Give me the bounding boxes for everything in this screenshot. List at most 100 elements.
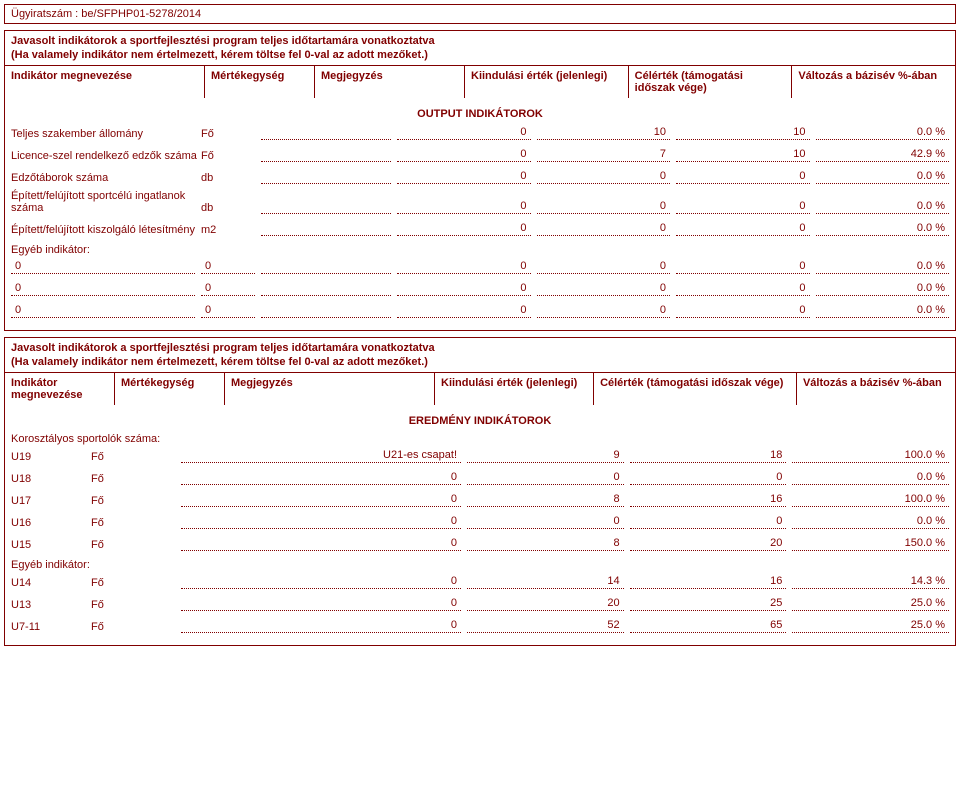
row-start[interactable]: 8 — [467, 491, 624, 507]
row-change[interactable]: 0.0 % — [816, 124, 950, 140]
row-start[interactable]: 0 — [397, 302, 531, 318]
section2-subtitle: (Ha valamely indikátor nem értelmezett, … — [5, 356, 955, 372]
row-label[interactable]: 0 — [11, 280, 195, 296]
col-name: Indikátor megnevezése — [5, 66, 205, 98]
row-note[interactable]: 0 — [181, 535, 461, 551]
row-change[interactable]: 25.0 % — [792, 617, 949, 633]
row-unit: Fő — [91, 495, 181, 507]
row-note[interactable]: 0 — [181, 617, 461, 633]
row-start[interactable]: 9 — [467, 447, 624, 463]
row-change[interactable]: 0.0 % — [816, 258, 950, 274]
row-start[interactable]: 20 — [467, 595, 624, 611]
row-note[interactable]: 0 — [181, 573, 461, 589]
row-start[interactable]: 0 — [397, 146, 531, 162]
row-label: U18 — [11, 473, 91, 485]
row-start[interactable]: 0 — [467, 469, 624, 485]
row-change[interactable]: 150.0 % — [792, 535, 949, 551]
row-target[interactable]: 18 — [630, 447, 787, 463]
row-start[interactable]: 0 — [397, 168, 531, 184]
row-note[interactable] — [261, 280, 391, 296]
row-t2[interactable]: 10 — [676, 124, 810, 140]
row-label: U17 — [11, 495, 91, 507]
row-target[interactable]: 0 — [537, 302, 671, 318]
row-note[interactable]: 0 — [181, 513, 461, 529]
row-change[interactable]: 0.0 % — [816, 220, 950, 236]
row-target[interactable]: 20 — [630, 535, 787, 551]
row-target[interactable]: 0 — [630, 469, 787, 485]
row-unit: m2 — [201, 224, 261, 236]
col-change: Változás a bázisév %-ában — [792, 66, 955, 98]
col-unit: Mértékegység — [205, 66, 315, 98]
row-t2[interactable]: 10 — [676, 146, 810, 162]
col-target: Célérték (támogatási időszak vége) — [629, 66, 793, 98]
row-target[interactable]: 0 — [630, 513, 787, 529]
row-note[interactable]: 0 — [181, 469, 461, 485]
row-target[interactable]: 10 — [537, 124, 671, 140]
row-start[interactable]: 0 — [397, 124, 531, 140]
section1-subtitle: (Ha valamely indikátor nem értelmezett, … — [5, 49, 955, 65]
row-change[interactable]: 100.0 % — [792, 447, 949, 463]
row-start[interactable]: 14 — [467, 573, 624, 589]
row-target[interactable]: 0 — [537, 280, 671, 296]
row-note[interactable] — [261, 220, 391, 236]
row-start[interactable]: 52 — [467, 617, 624, 633]
row-note[interactable] — [261, 168, 391, 184]
row-t2[interactable]: 0 — [676, 220, 810, 236]
row-target[interactable]: 65 — [630, 617, 787, 633]
other-indicator-label-1: Egyéb indikátor: — [11, 242, 949, 258]
row-change[interactable]: 0.0 % — [816, 280, 950, 296]
row-unit[interactable]: 0 — [201, 258, 255, 274]
row-t2[interactable]: 0 — [676, 280, 810, 296]
table-row: U17Fő08 16 100.0 % — [11, 491, 949, 507]
row-note[interactable]: 0 — [181, 491, 461, 507]
row-unit: Fő — [91, 517, 181, 529]
row-unit[interactable]: 0 — [201, 280, 255, 296]
row-change[interactable]: 0.0 % — [792, 469, 949, 485]
row-t2[interactable]: 0 — [676, 258, 810, 274]
row-target[interactable]: 0 — [537, 258, 671, 274]
section1-title: Javasolt indikátorok a sportfejlesztési … — [5, 31, 955, 49]
row-start[interactable]: 0 — [397, 258, 531, 274]
row-unit: Fő — [91, 473, 181, 485]
row-label[interactable]: 0 — [11, 258, 195, 274]
row-note[interactable] — [261, 258, 391, 274]
row-change[interactable]: 100.0 % — [792, 491, 949, 507]
row-change[interactable]: 0.0 % — [816, 302, 950, 318]
row-note[interactable] — [261, 198, 391, 214]
row-start[interactable]: 0 — [397, 220, 531, 236]
row-t2[interactable]: 0 — [676, 168, 810, 184]
row-target[interactable]: 0 — [537, 168, 671, 184]
row-target[interactable]: 7 — [537, 146, 671, 162]
row-target[interactable]: 16 — [630, 491, 787, 507]
row-label: U14 — [11, 577, 91, 589]
row-change[interactable]: 0.0 % — [792, 513, 949, 529]
row-target[interactable]: 0 — [537, 198, 671, 214]
col-note: Megjegyzés — [315, 66, 465, 98]
row-note[interactable] — [261, 302, 391, 318]
row-t2[interactable]: 0 — [676, 198, 810, 214]
output-indicators-section: Javasolt indikátorok a sportfejlesztési … — [4, 30, 956, 331]
row-unit[interactable]: 0 — [201, 302, 255, 318]
row-change[interactable]: 25.0 % — [792, 595, 949, 611]
table-row: U15Fő0820150.0 % — [11, 535, 949, 551]
row-note[interactable] — [261, 124, 391, 140]
row-t2[interactable]: 0 — [676, 302, 810, 318]
row-label: Épített/felújított sportcélú ingatlanok … — [11, 190, 201, 214]
row-unit: Fő — [91, 621, 181, 633]
row-change[interactable]: 42.9 % — [816, 146, 950, 162]
row-note[interactable]: 0 — [181, 595, 461, 611]
row-target[interactable]: 16 — [630, 573, 787, 589]
row-start[interactable]: 0 — [467, 513, 624, 529]
row-note[interactable]: U21-es csapat! — [181, 447, 461, 463]
row-target[interactable]: 0 — [537, 220, 671, 236]
row-start[interactable]: 8 — [467, 535, 624, 551]
row-start[interactable]: 0 — [397, 198, 531, 214]
col2-start: Kiindulási érték (jelenlegi) — [435, 373, 594, 405]
row-label[interactable]: 0 — [11, 302, 195, 318]
row-change[interactable]: 14.3 % — [792, 573, 949, 589]
row-change[interactable]: 0.0 % — [816, 168, 950, 184]
row-target[interactable]: 25 — [630, 595, 787, 611]
row-start[interactable]: 0 — [397, 280, 531, 296]
row-note[interactable] — [261, 146, 391, 162]
row-change[interactable]: 0.0 % — [816, 198, 950, 214]
